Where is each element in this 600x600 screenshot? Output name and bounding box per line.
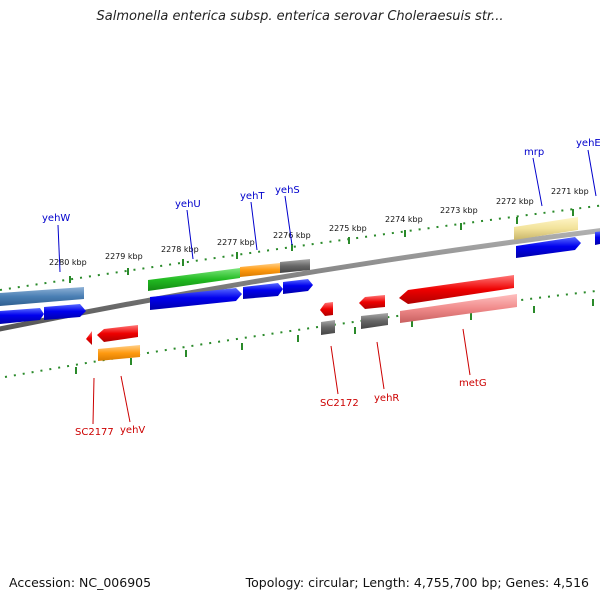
gene-label-yehR[interactable]: yehR — [374, 393, 399, 404]
gene-label-mrp[interactable]: mrp — [524, 147, 544, 158]
gene-feature[interactable] — [595, 231, 600, 245]
genome-title: Salmonella enterica subsp. enterica sero… — [96, 9, 504, 24]
gene-feature[interactable] — [150, 288, 242, 310]
gene-feature[interactable] — [361, 313, 388, 329]
gene-feature[interactable] — [98, 345, 140, 361]
gene-label-SC2177[interactable]: SC2177 — [75, 427, 114, 438]
gene-feature[interactable] — [514, 217, 578, 240]
scale-label: 2280 kbp — [49, 258, 87, 267]
gene-label-yehV[interactable]: yehV — [120, 425, 145, 436]
gene-label-SC2172[interactable]: SC2172 — [320, 398, 359, 409]
gene-feature[interactable] — [516, 237, 581, 258]
scale-label: 2279 kbp — [105, 252, 143, 261]
scale-label: 2277 kbp — [217, 238, 255, 247]
accession-text: Accession: NC_006905 — [9, 575, 152, 590]
gene-feature[interactable] — [0, 308, 44, 324]
scale-label: 2271 kbp — [551, 187, 589, 196]
genome-stats-text: Topology: circular; Length: 4,755,700 bp… — [245, 575, 589, 590]
forward-features — [0, 217, 600, 324]
gene-label-yehT[interactable]: yehT — [240, 191, 265, 202]
forward-scale-ticks — [69, 209, 574, 283]
gene-feature[interactable] — [240, 263, 280, 277]
gene-label-yehE[interactable]: yehE — [576, 138, 600, 149]
scale-label: 2273 kbp — [440, 206, 478, 215]
gene-feature[interactable] — [280, 259, 310, 273]
gene-feature[interactable] — [399, 275, 514, 304]
gene-feature[interactable] — [359, 295, 385, 309]
gene-feature[interactable] — [44, 304, 86, 320]
reverse-scale-ticks — [75, 299, 594, 374]
gene-feature[interactable] — [400, 294, 517, 323]
gene-label-yehS[interactable]: yehS — [275, 185, 300, 196]
gene-feature[interactable] — [148, 268, 240, 291]
scale-label: 2276 kbp — [273, 231, 311, 240]
gene-label-yehW[interactable]: yehW — [42, 213, 70, 224]
scale-label: 2275 kbp — [329, 224, 367, 233]
reverse-features — [86, 275, 517, 361]
gene-feature[interactable] — [0, 287, 84, 306]
gene-feature[interactable] — [321, 320, 335, 335]
scale-label: 2278 kbp — [161, 245, 199, 254]
gene-feature[interactable] — [243, 283, 283, 299]
gene-label-yehU[interactable]: yehU — [175, 199, 201, 210]
leader-lines — [57, 149, 597, 425]
gene-label-metG[interactable]: metG — [459, 378, 487, 389]
gene-feature[interactable] — [283, 279, 313, 294]
scale-label: 2274 kbp — [385, 215, 423, 224]
gene-feature[interactable] — [86, 331, 92, 345]
gene-feature[interactable] — [97, 325, 138, 342]
scale-label: 2272 kbp — [496, 197, 534, 206]
gene-feature[interactable] — [320, 302, 333, 316]
